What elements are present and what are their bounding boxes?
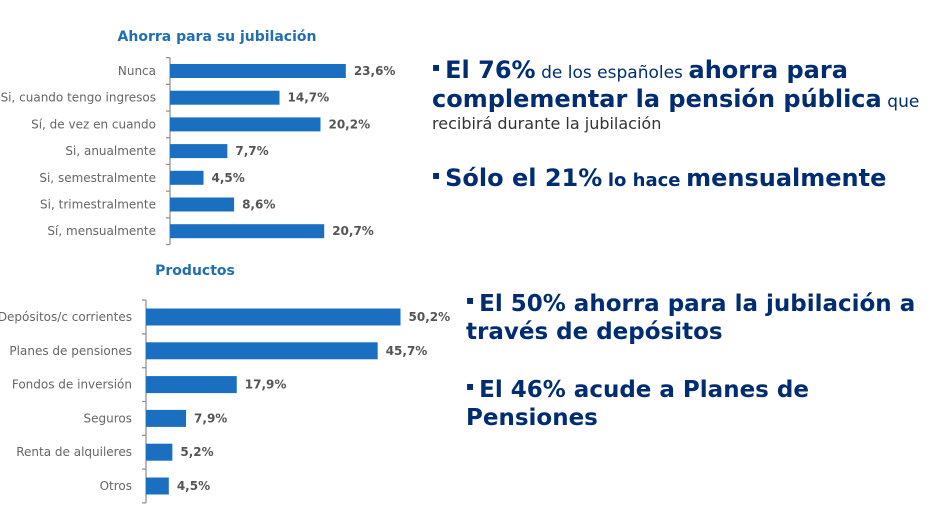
products-chart-title: Productos: [155, 263, 235, 279]
products-bar: [146, 477, 169, 495]
bullet-highlight: El 46% acude a Planes de Pensiones: [466, 377, 809, 431]
bullet-text: lo hace: [607, 170, 681, 191]
bullet-text: de los españoles: [541, 63, 683, 83]
bullet-text: recibirá durante la jubilación: [432, 114, 662, 133]
savings-bar: [170, 170, 204, 185]
bullet-monthly-21: ▪ Sólo el 21% lo hace mensualmente: [432, 164, 927, 193]
savings-value-label: 20,7%: [332, 224, 374, 238]
savings-value-label: 20,2%: [328, 117, 370, 131]
products-value-label: 7,9%: [194, 411, 227, 425]
bullet-highlight: El 50% ahorra para la jubilación a travé…: [466, 291, 916, 345]
products-value-label: 4,5%: [177, 479, 210, 493]
products-category-label: Depósitos/c corrientes: [0, 310, 132, 324]
savings-category-label: Sí, de vez en cuando: [31, 117, 156, 131]
savings-category-label: Si, semestralmente: [39, 171, 156, 185]
products-value-label: 5,2%: [180, 445, 213, 459]
products-category-label: Seguros: [84, 411, 133, 425]
savings-bar: [170, 224, 325, 239]
bullet-highlight: mensualmente: [686, 164, 887, 192]
savings-category-label: Nunca: [118, 64, 156, 78]
bullet-square-icon: ▪: [432, 168, 441, 182]
bullet-deposits-50: ▪ El 50% ahorra para la jubilación a trav…: [466, 290, 931, 346]
savings-chart-title: Ahorra para su jubilación: [118, 29, 317, 45]
savings-bar: [170, 197, 235, 212]
bullet-text: que: [887, 92, 920, 112]
bullet-highlight: ahorra para complementar la pensión públ…: [432, 56, 882, 113]
products-value-label: 50,2%: [409, 310, 451, 324]
bullet-square-icon: ▪: [432, 60, 441, 74]
savings-bar: [170, 117, 321, 132]
products-category-label: Otros: [100, 479, 132, 493]
products-category-label: Fondos de inversión: [12, 378, 132, 392]
bullet-highlight: El 76%: [445, 56, 536, 84]
products-bar: [146, 376, 237, 394]
savings-value-label: 14,7%: [288, 91, 330, 105]
products-bar: [146, 409, 187, 427]
bullet-square-icon: ▪: [466, 379, 475, 393]
products-category-label: Planes de pensiones: [9, 344, 132, 358]
bullet-square-icon: ▪: [466, 293, 475, 307]
products-category-label: Renta de alquileres: [16, 445, 132, 459]
products-value-label: 17,9%: [245, 378, 287, 392]
savings-value-label: 4,5%: [212, 171, 245, 185]
savings-category-label: Sí, mensualmente: [47, 224, 156, 238]
savings-category-label: Si, anualmente: [65, 144, 156, 158]
products-bar: [146, 342, 378, 360]
bullet-savers-76: ▪ El 76% de los españoles ahorra para com…: [432, 56, 927, 134]
products-value-label: 45,7%: [386, 344, 428, 358]
bullet-pension-plans-46: ▪ El 46% acude a Planes de Pensiones: [466, 376, 931, 432]
products-bar: [146, 443, 173, 461]
savings-value-label: 23,6%: [354, 64, 396, 78]
savings-bar: [170, 144, 228, 159]
bullet-highlight: Sólo el 21%: [445, 164, 603, 192]
savings-category-label: Si, trimestralmente: [40, 198, 156, 212]
savings-value-label: 7,7%: [235, 144, 268, 158]
savings-bar: [170, 64, 346, 78]
savings-value-label: 8,6%: [242, 198, 275, 212]
savings-category-label: Si, cuando tengo ingresos: [1, 91, 156, 105]
products-bar: [146, 308, 401, 326]
savings-bar: [170, 90, 280, 105]
